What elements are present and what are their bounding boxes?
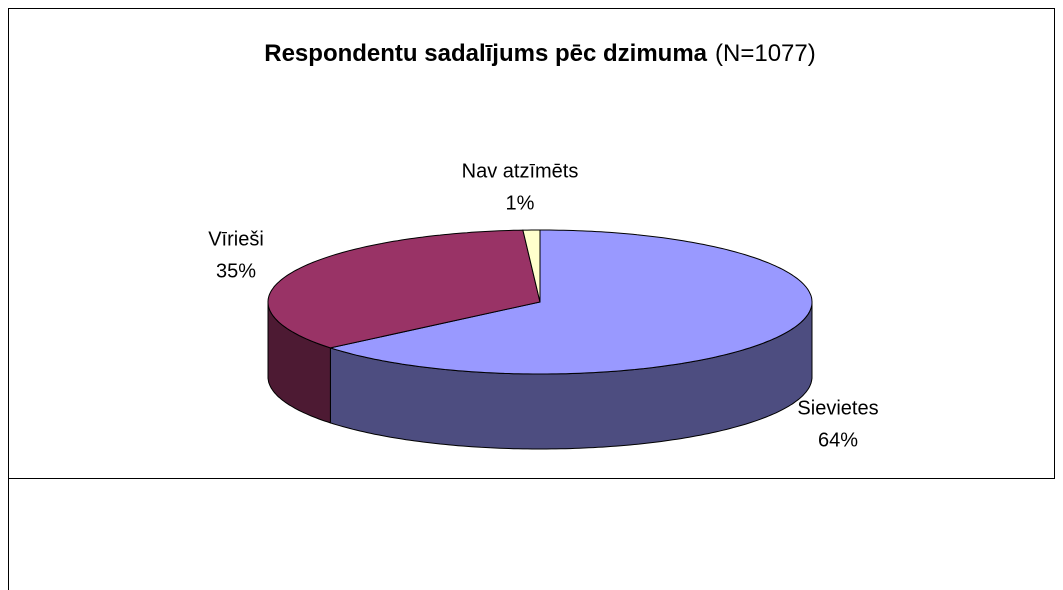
chart-title: Respondentu sadalījums pēc dzimuma (N=107… xyxy=(264,40,816,67)
chart-frame xyxy=(8,8,1055,479)
slice xyxy=(267,229,541,349)
slice xyxy=(328,229,813,375)
title-note: (N=1077) xyxy=(715,40,816,67)
slice-value-label: 64% xyxy=(818,429,858,451)
slice xyxy=(522,229,541,303)
title-main: Respondentu sadalījums pēc dzimuma xyxy=(264,40,707,67)
slice-label: Nav atzīmēts xyxy=(462,160,579,182)
slice-label: Sievietes xyxy=(797,397,878,419)
slice-value-label: 35% xyxy=(216,260,256,282)
slice-value-label: 1% xyxy=(506,192,535,214)
slice-label: Vīrieši xyxy=(208,228,264,250)
